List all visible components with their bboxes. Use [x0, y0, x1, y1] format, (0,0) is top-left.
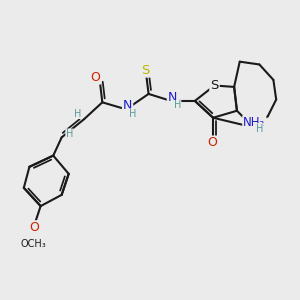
- Text: S: S: [210, 79, 219, 92]
- Text: NH₂: NH₂: [243, 116, 266, 129]
- Text: H: H: [173, 100, 181, 110]
- Text: H: H: [129, 109, 136, 119]
- Text: OCH₃: OCH₃: [21, 239, 46, 249]
- Text: O: O: [29, 221, 39, 234]
- Text: S: S: [142, 64, 150, 76]
- Text: N: N: [168, 91, 177, 104]
- Text: O: O: [207, 136, 217, 149]
- Text: H: H: [256, 124, 263, 134]
- Text: H: H: [66, 129, 73, 139]
- Text: H: H: [74, 109, 82, 118]
- Text: O: O: [90, 70, 100, 84]
- Text: N: N: [123, 100, 132, 112]
